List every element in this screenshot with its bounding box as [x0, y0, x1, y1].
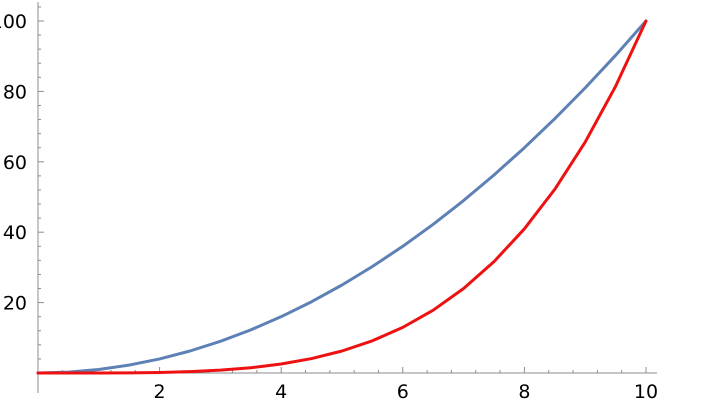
- tick-labels: 2 4 6 8 10 20 40 60 80 100: [0, 11, 658, 400]
- series-line-2: [36, 19, 648, 375]
- y-tick-label: 80: [3, 81, 27, 103]
- series-line-1: [36, 19, 648, 375]
- y-tick-label: 40: [3, 222, 27, 244]
- x-tick-label: 2: [154, 381, 166, 400]
- y-tick-label: 20: [3, 293, 27, 315]
- series-layer: [36, 19, 648, 375]
- x-tick-label: 6: [397, 381, 409, 400]
- axes: [37, 2, 657, 393]
- y-tick-label: 60: [3, 152, 27, 174]
- x-tick-label: 4: [275, 381, 287, 400]
- x-tick-label: 10: [634, 381, 658, 400]
- y-tick-label: 100: [0, 11, 27, 33]
- x-tick-label: 8: [518, 381, 530, 400]
